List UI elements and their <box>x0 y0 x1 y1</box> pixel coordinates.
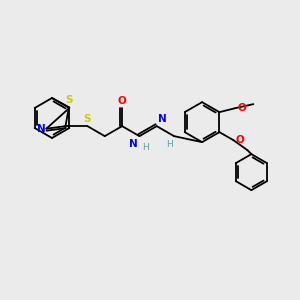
Text: S: S <box>84 114 91 124</box>
Text: O: O <box>236 135 244 145</box>
Text: S: S <box>65 95 73 105</box>
Text: H: H <box>166 140 173 149</box>
Text: O: O <box>118 96 127 106</box>
Text: H: H <box>142 143 149 152</box>
Text: N: N <box>158 114 167 124</box>
Text: N: N <box>129 139 137 149</box>
Text: O: O <box>237 103 246 113</box>
Text: N: N <box>37 124 45 134</box>
